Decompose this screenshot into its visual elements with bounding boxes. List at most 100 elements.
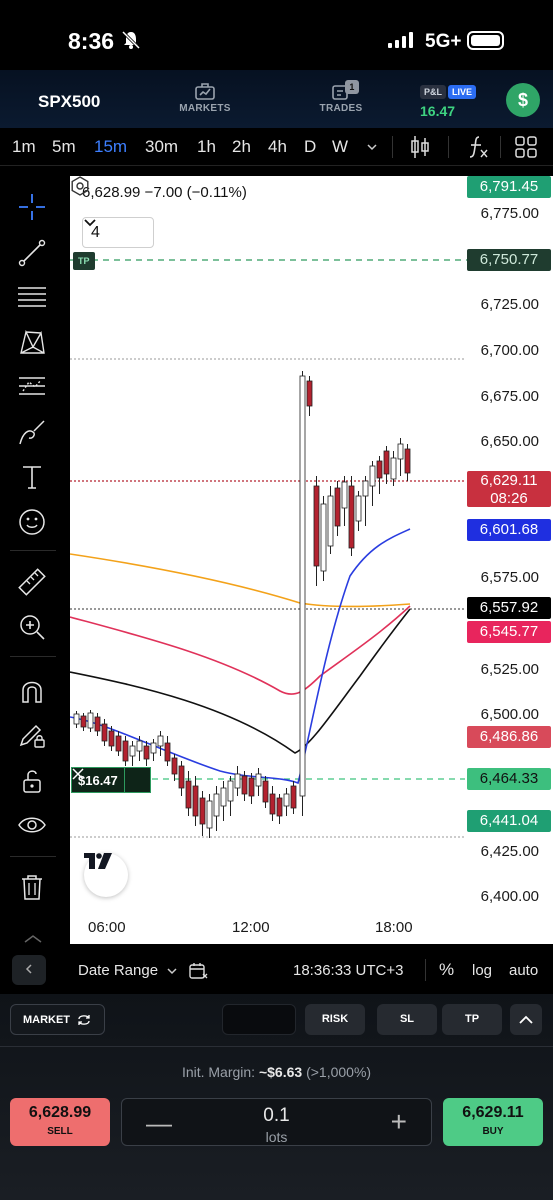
price-chart[interactable]: 6,628.99 −7.00 (−0.11%) 4 TP $16.47 6,77… — [70, 176, 553, 944]
chart-canvas[interactable] — [70, 176, 553, 944]
log-scale-toggle[interactable]: log — [472, 962, 493, 979]
utc-clock[interactable]: 18:36:33 UTC+3 — [293, 962, 404, 979]
candle-type-icon[interactable] — [408, 134, 432, 160]
percent-scale-toggle[interactable]: % — [439, 960, 455, 979]
order-type-button[interactable]: MARKET — [10, 1004, 105, 1035]
candle-body — [192, 785, 199, 817]
lots-stepper[interactable]: — 0.1 lots + — [121, 1098, 432, 1146]
zoom-tool[interactable] — [15, 610, 49, 644]
crosshair-icon — [19, 194, 45, 220]
lock-all-tool[interactable] — [15, 764, 49, 798]
drawing-toolbar — [0, 176, 66, 946]
date-range-button[interactable]: Date Range — [78, 962, 159, 979]
trades-button[interactable]: 1 TRADES — [301, 80, 381, 114]
fib-tool[interactable] — [15, 280, 49, 314]
divider — [10, 550, 56, 551]
indicators-toggle[interactable]: 4 — [82, 217, 154, 248]
visibility-tool[interactable] — [15, 808, 49, 842]
candle-body — [80, 715, 87, 728]
y-axis-label: 6,650.00 — [480, 433, 539, 450]
ruler-tool[interactable] — [15, 565, 49, 599]
risk-button[interactable]: RISK — [305, 1004, 365, 1035]
chevron-up-icon[interactable] — [22, 932, 44, 944]
tf-1m[interactable]: 1m — [12, 137, 36, 156]
symbol-title[interactable]: SPX500 — [38, 92, 101, 111]
settings-icon[interactable] — [70, 176, 90, 196]
close-position-button[interactable] — [72, 768, 150, 792]
pattern-tool[interactable] — [15, 325, 49, 359]
crosshair-tool[interactable] — [15, 190, 49, 224]
tf-2h[interactable]: 2h — [232, 137, 251, 156]
lock-drawing-tool[interactable] — [15, 719, 49, 753]
expand-panel-button[interactable] — [510, 1004, 542, 1035]
candle-body — [143, 745, 150, 760]
tf-4h[interactable]: 4h — [268, 137, 287, 156]
candle-body — [390, 457, 397, 480]
candle-body — [87, 712, 94, 729]
magnet-tool[interactable] — [15, 674, 49, 708]
timeframe-bar: 1m 5m 15m 30m 1h 2h 4h D W — [0, 128, 553, 166]
tf-d[interactable]: D — [304, 137, 317, 156]
emoji-tool[interactable] — [15, 505, 49, 539]
forecast-tool[interactable] — [15, 369, 49, 403]
increase-lots-button[interactable]: + — [390, 1106, 407, 1137]
trendline-tool[interactable] — [15, 236, 49, 270]
decrease-lots-button[interactable]: — — [146, 1108, 172, 1138]
auto-scale-toggle[interactable]: auto — [509, 962, 539, 979]
account-button[interactable]: $ — [506, 83, 540, 117]
sell-button[interactable]: 6,628.99 SELL — [10, 1098, 110, 1146]
brush-tool[interactable] — [15, 416, 49, 450]
price-tag-low: 6,441.04 — [467, 810, 551, 832]
text-tool[interactable] — [15, 460, 49, 494]
pattern-icon — [20, 329, 45, 354]
x-axis-label: 12:00 — [232, 919, 270, 936]
chevron-down-icon[interactable] — [366, 142, 378, 152]
tf-30m[interactable]: 30m — [145, 137, 179, 156]
lots-value[interactable]: 0.1 — [263, 1105, 290, 1126]
collapse-left-button[interactable] — [12, 955, 46, 985]
take-profit-button[interactable]: TP — [442, 1004, 502, 1035]
y-axis-label: 6,525.00 — [480, 661, 539, 678]
candle-body — [241, 775, 248, 795]
candle-body — [255, 773, 262, 787]
app-header: SPX500 MARKETS 1 TRADES P&L LIVE 16.47 $ — [0, 70, 553, 128]
close-icon — [72, 768, 84, 780]
stop-loss-button[interactable]: SL — [377, 1004, 437, 1035]
tradingview-logo — [84, 853, 128, 897]
candle-body — [341, 481, 348, 509]
candle-body — [355, 495, 362, 522]
candle-body — [283, 793, 290, 807]
candle-body — [108, 730, 115, 747]
order-field-empty[interactable] — [222, 1004, 296, 1035]
position-tag[interactable]: $16.47 — [71, 767, 151, 793]
candle-body — [290, 785, 297, 809]
tf-5m[interactable]: 5m — [52, 137, 76, 156]
zoom-in-icon — [20, 615, 45, 640]
pl-display: P&L LIVE 16.47 — [420, 82, 477, 119]
candle-body — [213, 793, 220, 817]
calendar-icon[interactable] — [188, 961, 208, 981]
delete-tool[interactable] — [15, 870, 49, 904]
trades-label: TRADES — [319, 103, 363, 114]
markets-button[interactable]: MARKETS — [165, 82, 245, 114]
tf-1h[interactable]: 1h — [197, 137, 216, 156]
candle-body — [376, 460, 383, 479]
ruler-icon — [18, 568, 46, 596]
price-tag-entry: 6,486.86 — [467, 726, 551, 748]
divider — [10, 856, 56, 857]
buy-button[interactable]: 6,629.11 BUY — [443, 1098, 543, 1146]
trash-icon — [22, 875, 42, 900]
price-tag-high: 6,791.45 — [467, 176, 551, 198]
tp-line-tag[interactable]: TP — [73, 252, 95, 270]
chevron-down-icon[interactable] — [166, 966, 178, 976]
pl-value: 16.47 — [420, 103, 456, 119]
tf-w[interactable]: W — [332, 137, 349, 156]
unlock-icon — [23, 770, 41, 793]
indicators-icon[interactable] — [466, 134, 490, 160]
candle-body — [262, 780, 269, 803]
candle-body — [234, 773, 241, 789]
tf-15m[interactable]: 15m — [94, 137, 128, 156]
fib-retracement-icon — [18, 287, 46, 307]
candle-body — [220, 787, 227, 807]
layout-grid-icon[interactable] — [515, 136, 537, 158]
